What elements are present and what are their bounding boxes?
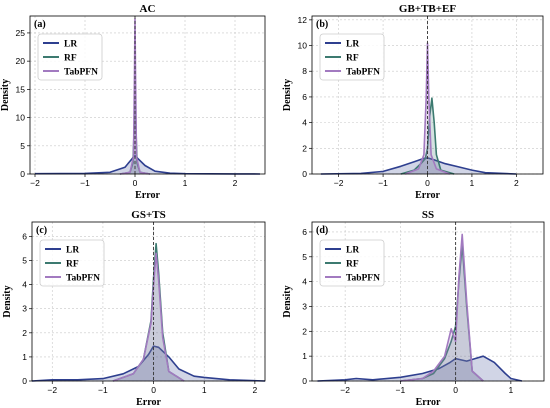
y-tick-label: 4 xyxy=(22,280,27,290)
y-tick-label: 25 xyxy=(16,28,26,38)
x-axis-label: Error xyxy=(415,190,440,201)
y-tick-label: 12 xyxy=(298,15,308,25)
x-tick-label: −2 xyxy=(340,385,350,395)
legend-box xyxy=(319,239,385,287)
y-tick-label: 0 xyxy=(20,169,25,179)
y-tick-label: 5 xyxy=(20,141,25,151)
x-axis-label: Error xyxy=(136,397,161,408)
x-tick-label: 1 xyxy=(183,178,188,188)
y-tick-label: 1 xyxy=(22,352,27,362)
y-tick-label: 0 xyxy=(302,376,307,386)
panel-label: (b) xyxy=(316,19,328,30)
y-tick-label: 4 xyxy=(302,118,307,128)
x-tick-label: −1 xyxy=(98,385,108,395)
y-tick-label: 0 xyxy=(302,169,307,179)
x-tick-label: −2 xyxy=(30,178,40,188)
x-axis-label: Error xyxy=(135,190,160,201)
y-tick-label: 10 xyxy=(298,41,308,51)
legend-label-tabpfn: TabPFN xyxy=(64,68,98,78)
y-axis-label: Density xyxy=(282,285,293,317)
legend-label-lr: LR xyxy=(66,246,79,256)
x-tick-label: 2 xyxy=(253,385,258,395)
y-tick-label: 6 xyxy=(302,92,307,102)
y-tick-label: 1 xyxy=(302,351,307,361)
x-tick-label: 1 xyxy=(508,385,513,395)
density-area-rf xyxy=(113,243,184,381)
density-area-tabpfn xyxy=(113,253,184,381)
plot-frame xyxy=(29,15,266,175)
panel-d: −2 −1 0 1 0 1 2 3 4 5 6 SS Error Density (d) LR RF TabPFN xyxy=(282,209,545,408)
y-tick-label: 2 xyxy=(22,328,27,338)
density-area-tabpfn xyxy=(400,234,484,381)
legend-box xyxy=(39,239,105,287)
y-tick-label: 20 xyxy=(16,56,26,66)
density-line-lr xyxy=(31,345,266,382)
y-tick-label: 10 xyxy=(16,113,26,123)
panel-a: −2 −1 0 1 20510152025ACErrorDensity(a)LRRFTa… xyxy=(0,3,266,201)
legend-label-rf: RF xyxy=(346,260,359,270)
panel-label: (c) xyxy=(36,225,47,236)
legend-label-rf: RF xyxy=(64,54,77,64)
panel-b: −2 −1 0 1 2024681012GB+TB+EFErrorDensity(b)L… xyxy=(282,3,544,201)
y-tick-label: 3 xyxy=(302,301,307,311)
x-tick-label: −2 xyxy=(47,385,57,395)
legend-box xyxy=(37,33,103,81)
legend-label-lr: LR xyxy=(346,40,359,50)
x-tick-label: 0 xyxy=(133,178,138,188)
legend-label-tabpfn: TabPFN xyxy=(66,274,100,284)
y-tick-label: 4 xyxy=(302,277,307,287)
plot-frame xyxy=(311,221,545,382)
y-tick-label: 5 xyxy=(302,252,307,262)
legend-label-tabpfn: TabPFN xyxy=(346,68,380,78)
y-axis-label: Density xyxy=(0,79,11,111)
y-axis-label: Density xyxy=(2,285,13,317)
density-line-tabpfn xyxy=(400,233,484,382)
y-tick-label: 15 xyxy=(16,84,26,94)
density-line-tabpfn xyxy=(112,252,185,382)
legend-box xyxy=(319,33,385,81)
panel-title: SS xyxy=(422,209,434,221)
y-tick-label: 3 xyxy=(22,304,27,314)
x-tick-label: 0 xyxy=(151,385,156,395)
y-tick-label: 5 xyxy=(22,256,27,266)
y-tick-label: 0 xyxy=(22,376,27,386)
legend-label-rf: RF xyxy=(66,260,79,270)
legend-label-lr: LR xyxy=(346,246,359,256)
y-tick-label: 2 xyxy=(302,143,307,153)
panel-title: AC xyxy=(140,3,156,15)
y-tick-label: 6 xyxy=(22,231,27,241)
x-axis-label: Error xyxy=(416,397,441,408)
panel-title: GB+TB+EF xyxy=(399,3,456,15)
panel-label: (a) xyxy=(34,19,46,30)
panel-label: (d) xyxy=(316,225,328,236)
x-tick-label: −1 xyxy=(80,178,90,188)
x-tick-label: 2 xyxy=(514,178,519,188)
panel-c: −2 −1 0 1 2 0 1 2 3 4 5 6 GS+TS Error Density (c) LR RF Ta… xyxy=(2,209,266,408)
legend-label-rf: RF xyxy=(346,54,359,64)
legend-label-tabpfn: TabPFN xyxy=(346,274,380,284)
x-tick-label: −1 xyxy=(396,385,406,395)
plot-frame xyxy=(31,221,266,382)
density-area-rf xyxy=(120,95,150,174)
y-tick-label: 8 xyxy=(302,66,307,76)
density-area-rf xyxy=(400,244,484,381)
y-tick-label: 6 xyxy=(302,227,307,237)
y-tick-label: 2 xyxy=(302,326,307,336)
x-tick-label: −2 xyxy=(334,178,344,188)
density-area-lr xyxy=(35,155,260,174)
x-tick-label: 0 xyxy=(425,178,430,188)
x-tick-label: 2 xyxy=(233,178,238,188)
x-tick-label: 0 xyxy=(453,385,458,395)
x-tick-label: 1 xyxy=(470,178,475,188)
legend-label-lr: LR xyxy=(64,40,77,50)
panel-title: GS+TS xyxy=(131,209,165,221)
y-axis-label: Density xyxy=(282,79,293,111)
density-area-lr xyxy=(32,346,265,381)
x-tick-label: 1 xyxy=(202,385,207,395)
x-tick-label: −1 xyxy=(378,178,388,188)
